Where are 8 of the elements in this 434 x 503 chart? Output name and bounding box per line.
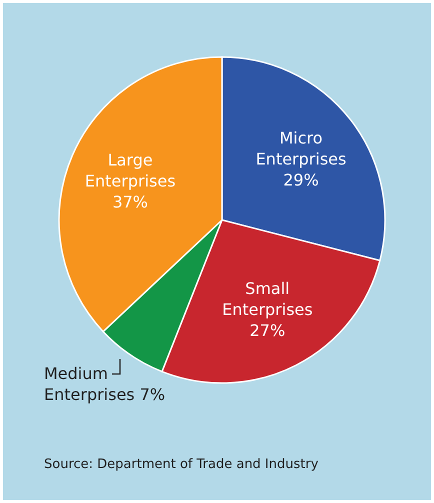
data-label: 27%	[250, 321, 286, 340]
slice-label: Micro Enterprises	[256, 128, 346, 169]
source-note: Source: Department of Trade and Industry	[44, 457, 319, 472]
slice-label: Medium Enterprises 7%	[44, 364, 166, 404]
slice-label: Small Enterprises	[222, 279, 313, 320]
slice-label: Large Enterprises	[84, 150, 176, 190]
data-label: 37%	[112, 192, 148, 212]
data-label: 29%	[283, 170, 319, 190]
